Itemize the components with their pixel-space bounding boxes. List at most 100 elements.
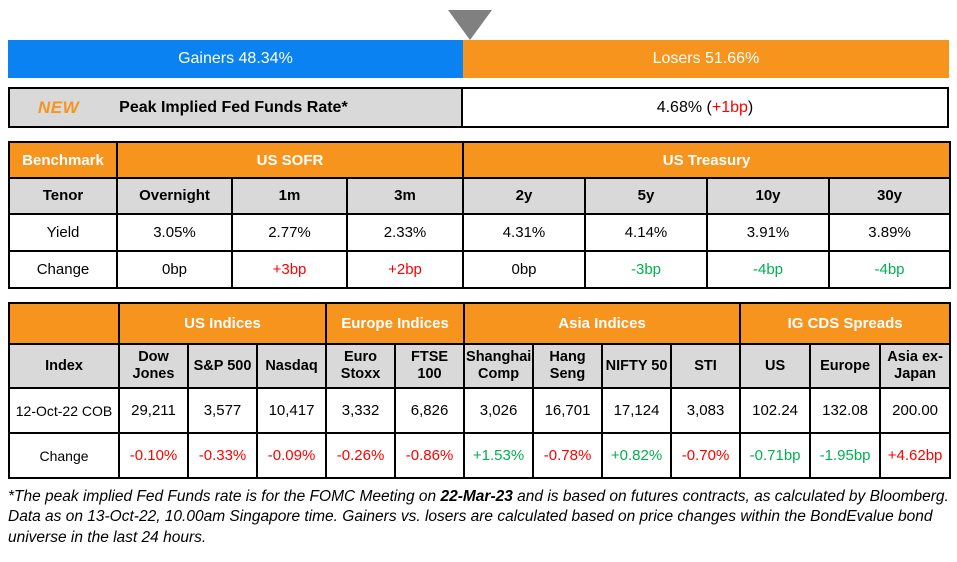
- index-value-cell: 3,332: [325, 387, 397, 434]
- bm-group-header: US SOFR: [116, 141, 464, 179]
- fed-funds-change: +1bp: [711, 98, 748, 116]
- indices-name-row: Index Dow Jones S&P 500 Nasdaq Euro Stoxx FT…: [8, 343, 952, 389]
- index-name-cell: Asia ex-Japan: [879, 343, 952, 389]
- index-name-cell: Shanghai Comp: [463, 343, 535, 389]
- index-name-cell: US: [739, 343, 812, 389]
- ix-group-header: Asia Indices: [463, 302, 742, 345]
- footnote-text-1: *The peak implied Fed Funds rate is for …: [8, 488, 441, 505]
- index-change-cell: -0.09%: [255, 432, 328, 479]
- index-name-cell: NIFTY 50: [601, 343, 673, 389]
- benchmark-change-row-label: Change: [8, 250, 118, 289]
- index-change-cell: -1.95bp: [809, 432, 882, 479]
- benchmark-tenor-cell: 3m: [346, 177, 464, 215]
- indices-value-row: 12-Oct-22 COB 29,211 3,577 10,417 3,332 6,82…: [8, 387, 952, 434]
- index-change-cell: +1.53%: [463, 432, 535, 479]
- index-change-cell: -0.26%: [325, 432, 397, 479]
- index-value-cell: 3,577: [187, 387, 258, 434]
- benchmark-tenor-cell: 5y: [584, 177, 708, 215]
- index-value-cell: 29,211: [118, 387, 189, 434]
- index-name-cell: Euro Stoxx: [325, 343, 397, 389]
- benchmark-table: Benchmark US SOFR US Treasury Tenor Overn…: [8, 141, 952, 289]
- benchmark-tenor-row: Tenor Overnight 1m 3m 2y 5y 10y 30y: [8, 177, 952, 215]
- bm-group-header: US Treasury: [461, 141, 952, 179]
- index-change-cell: +0.82%: [601, 432, 673, 479]
- fed-funds-label: Peak Implied Fed Funds Rate*: [119, 98, 348, 116]
- index-value-cell: 3,083: [670, 387, 742, 434]
- benchmark-change-cell: 0bp: [462, 250, 586, 289]
- pointer-row: [8, 8, 949, 40]
- yield-row-label: Yield: [8, 213, 118, 252]
- index-name-cell: STI: [670, 343, 742, 389]
- benchmark-yield-cell: 4.14%: [584, 213, 708, 252]
- benchmark-tenor-cell: 2y: [462, 177, 586, 215]
- index-change-cell: -0.78%: [532, 432, 604, 479]
- fed-funds-value: 4.68% (: [656, 98, 712, 116]
- fed-funds-label-cell: NEW Peak Implied Fed Funds Rate*: [10, 89, 463, 126]
- footnote: *The peak implied Fed Funds rate is for …: [8, 487, 949, 548]
- index-value-cell: 17,124: [601, 387, 673, 434]
- indices-corner-cell: [8, 302, 120, 345]
- gainers-label: Gainers 48.34%: [178, 50, 293, 67]
- indices-table: US Indices Europe Indices Asia Indices IG C…: [8, 302, 952, 479]
- benchmark-yield-cell: 3.89%: [827, 213, 952, 252]
- indices-change-row: Change -0.10% -0.33% -0.09% -0.26% -0.86% +1.…: [8, 432, 952, 479]
- benchmark-change-cell: 0bp: [116, 250, 233, 289]
- benchmark-yield-cell: 4.31%: [462, 213, 586, 252]
- tenor-row-label: Tenor: [8, 177, 118, 215]
- ix-group-header: IG CDS Spreads: [739, 302, 952, 345]
- footnote-text-2: and is based on futures contracts, as ca…: [8, 488, 949, 546]
- index-name-cell: FTSE 100: [394, 343, 466, 389]
- ix-group-header: US Indices: [117, 302, 328, 345]
- footnote-fomc-date: 22-Mar-23: [440, 488, 513, 505]
- benchmark-change-cell: +3bp: [231, 250, 348, 289]
- benchmark-tenor-cell: 1m: [231, 177, 348, 215]
- gainers-bar-segment: Gainers 48.34%: [8, 40, 463, 78]
- indices-change-row-label: Change: [8, 432, 120, 479]
- index-change-cell: +4.62bp: [879, 432, 952, 479]
- index-change-cell: -0.86%: [394, 432, 466, 479]
- benchmark-yield-cell: 2.77%: [231, 213, 348, 252]
- pointer-triangle-icon: [448, 10, 492, 40]
- index-name-cell: Nasdaq: [255, 343, 328, 389]
- index-change-cell: -0.70%: [670, 432, 742, 479]
- benchmark-change-cell: -3bp: [584, 250, 708, 289]
- new-badge: NEW: [38, 97, 80, 117]
- benchmark-yield-row: Yield 3.05% 2.77% 2.33% 4.31% 4.14% 3.91% 3.89…: [8, 213, 952, 252]
- benchmark-change-cell: -4bp: [706, 250, 830, 289]
- index-change-cell: -0.10%: [118, 432, 189, 479]
- losers-label: Losers 51.66%: [652, 50, 760, 67]
- index-value-cell: 16,701: [532, 387, 604, 434]
- index-row-label: Index: [8, 343, 120, 389]
- index-name-cell: S&P 500: [187, 343, 258, 389]
- benchmark-tenor-cell: Overnight: [116, 177, 233, 215]
- benchmark-yield-cell: 2.33%: [346, 213, 464, 252]
- index-name-cell: Hang Seng: [532, 343, 604, 389]
- index-value-cell: 3,026: [463, 387, 535, 434]
- fed-funds-row: NEW Peak Implied Fed Funds Rate* 4.68% (…: [8, 87, 949, 128]
- index-value-cell: 200.00: [879, 387, 952, 434]
- benchmark-tenor-cell: 30y: [827, 177, 952, 215]
- benchmark-corner-cell: Benchmark: [8, 141, 118, 179]
- benchmark-yield-cell: 3.05%: [116, 213, 233, 252]
- fed-funds-value-suffix: ): [747, 98, 754, 116]
- benchmark-yield-cell: 3.91%: [706, 213, 830, 252]
- gainers-losers-bar: Gainers 48.34% Losers 51.66%: [8, 40, 949, 78]
- index-value-cell: 10,417: [255, 387, 328, 434]
- benchmark-change-row: Change 0bp +3bp +2bp 0bp -3bp -4bp -4bp: [8, 250, 952, 289]
- losers-bar-segment: Losers 51.66%: [462, 40, 949, 78]
- index-value-cell: 132.08: [809, 387, 882, 434]
- index-change-cell: -0.71bp: [739, 432, 812, 479]
- benchmark-change-cell: -4bp: [827, 250, 952, 289]
- fed-funds-value-cell: 4.68% (+1bp): [463, 89, 947, 126]
- index-name-cell: Dow Jones: [118, 343, 189, 389]
- benchmark-tenor-cell: 10y: [706, 177, 830, 215]
- index-change-cell: -0.33%: [187, 432, 258, 479]
- indices-date-row-label: 12-Oct-22 COB: [8, 387, 120, 434]
- index-name-cell: Europe: [809, 343, 882, 389]
- benchmark-group-header-row: Benchmark US SOFR US Treasury: [8, 141, 952, 179]
- index-value-cell: 102.24: [739, 387, 812, 434]
- benchmark-change-cell: +2bp: [346, 250, 464, 289]
- ix-group-header: Europe Indices: [325, 302, 466, 345]
- indices-group-header-row: US Indices Europe Indices Asia Indices IG C…: [8, 302, 952, 345]
